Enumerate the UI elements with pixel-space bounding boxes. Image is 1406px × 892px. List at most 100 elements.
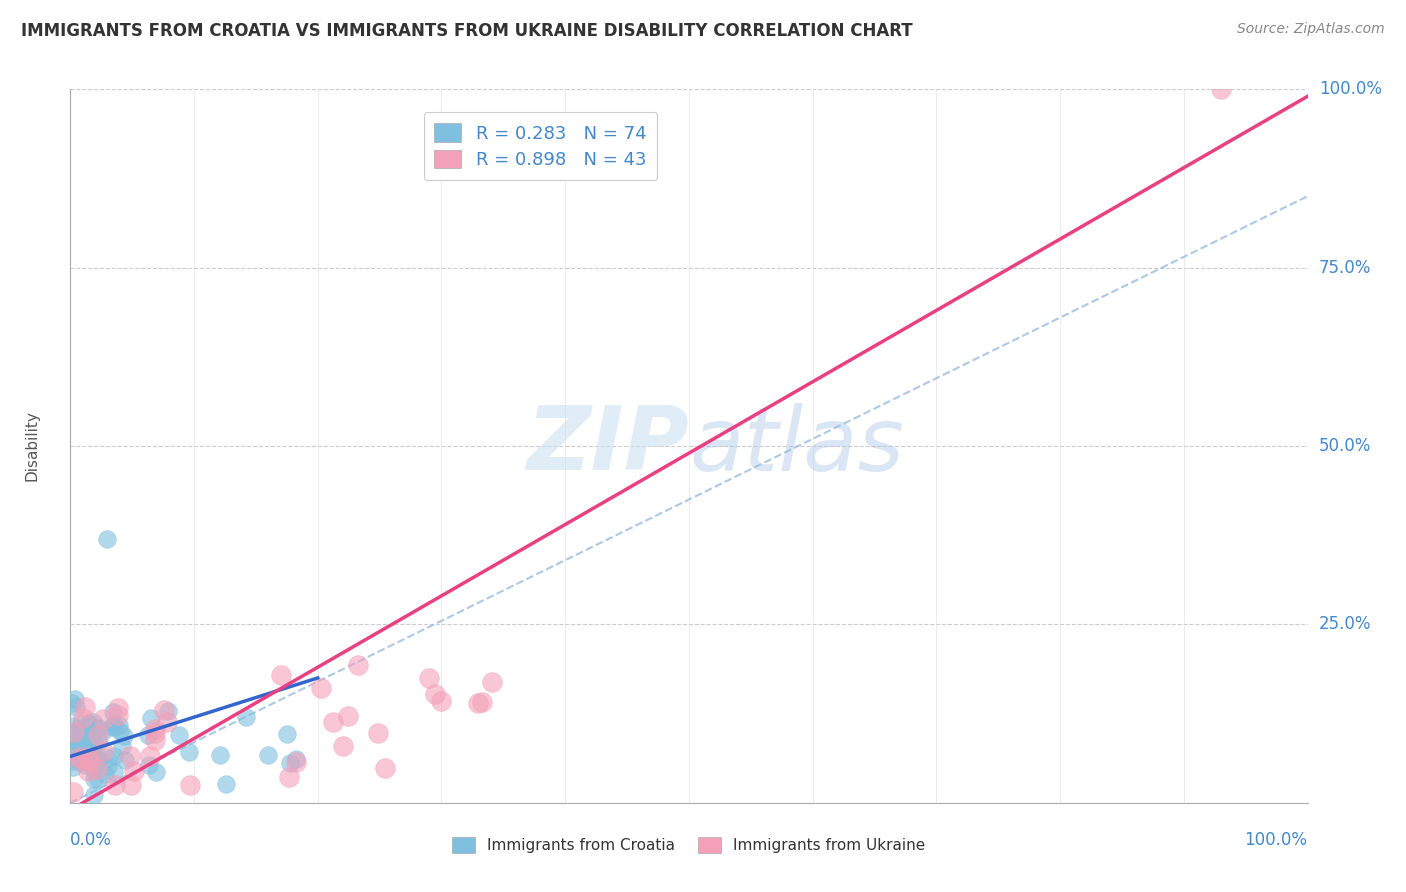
Point <box>309 681 332 696</box>
Point <box>276 727 298 741</box>
Point <box>65 735 87 749</box>
Point <box>284 756 307 770</box>
Point <box>332 739 354 753</box>
Point <box>73 758 96 772</box>
Text: Source: ZipAtlas.com: Source: ZipAtlas.com <box>1237 22 1385 37</box>
Point <box>72 711 94 725</box>
Point <box>65 739 87 754</box>
Point <box>107 708 129 723</box>
Point <box>423 688 446 702</box>
Point <box>75 736 97 750</box>
Point <box>82 715 104 730</box>
Point <box>62 719 84 733</box>
Text: Disability: Disability <box>24 410 39 482</box>
Point <box>84 722 107 736</box>
Point <box>67 749 90 764</box>
Point <box>67 723 90 737</box>
Point <box>270 668 292 682</box>
Point <box>69 755 91 769</box>
Point <box>103 705 125 719</box>
Point <box>104 720 127 734</box>
Point <box>374 761 396 775</box>
Point <box>87 728 110 742</box>
Text: IMMIGRANTS FROM CROATIA VS IMMIGRANTS FROM UKRAINE DISABILITY CORRELATION CHART: IMMIGRANTS FROM CROATIA VS IMMIGRANTS FR… <box>21 22 912 40</box>
Point <box>347 657 370 672</box>
Point <box>107 701 129 715</box>
Point <box>337 709 360 723</box>
Point <box>145 764 167 779</box>
Point <box>75 700 97 714</box>
Point <box>322 714 344 729</box>
Point <box>209 748 232 763</box>
Point <box>84 738 107 752</box>
Point <box>418 672 440 686</box>
Point <box>430 694 453 708</box>
Point <box>471 695 494 709</box>
Point <box>112 729 135 743</box>
Text: atlas: atlas <box>689 403 904 489</box>
Point <box>77 715 100 730</box>
Point <box>91 744 114 758</box>
Point <box>65 699 87 714</box>
Point <box>70 723 93 738</box>
Point <box>77 717 100 731</box>
Point <box>145 733 167 747</box>
Text: 100.0%: 100.0% <box>1244 831 1308 849</box>
Point <box>153 703 176 717</box>
Point <box>367 725 389 739</box>
Point <box>94 767 117 781</box>
Point <box>179 745 201 759</box>
Point <box>101 721 124 735</box>
Text: 75.0%: 75.0% <box>1319 259 1371 277</box>
Point <box>83 738 105 752</box>
Point <box>103 764 125 779</box>
Point <box>87 753 110 767</box>
Point <box>84 721 107 735</box>
Point <box>108 723 131 738</box>
Point <box>63 739 86 754</box>
Point <box>91 724 114 739</box>
Point <box>62 785 84 799</box>
Point <box>62 724 84 739</box>
Point <box>83 788 105 802</box>
Point <box>67 749 90 764</box>
Point <box>79 739 101 754</box>
Point <box>1209 82 1232 96</box>
Point <box>139 711 162 725</box>
Point <box>87 772 110 786</box>
Point <box>84 751 107 765</box>
Point <box>75 741 97 756</box>
Point <box>139 749 162 764</box>
Point <box>86 762 108 776</box>
Point <box>136 728 159 742</box>
Point <box>96 751 118 765</box>
Point <box>103 717 125 731</box>
Point <box>169 728 191 742</box>
Point <box>143 722 166 736</box>
Point <box>69 753 91 767</box>
Point <box>104 778 127 792</box>
Point <box>77 749 100 764</box>
Text: 50.0%: 50.0% <box>1319 437 1371 455</box>
Text: 25.0%: 25.0% <box>1319 615 1371 633</box>
Point <box>82 753 104 767</box>
Point <box>80 738 103 752</box>
Point <box>96 759 118 773</box>
Point <box>179 778 201 792</box>
Point <box>120 778 142 792</box>
Point <box>157 704 180 718</box>
Point <box>118 749 141 764</box>
Point <box>278 770 301 784</box>
Point <box>67 738 90 752</box>
Point <box>89 734 111 748</box>
Point <box>62 760 84 774</box>
Point <box>108 717 131 731</box>
Point <box>122 764 145 779</box>
Point <box>143 726 166 740</box>
Point <box>79 755 101 769</box>
Point <box>481 675 503 690</box>
Point <box>87 721 110 735</box>
Text: 100.0%: 100.0% <box>1319 80 1382 98</box>
Point <box>86 752 108 766</box>
Text: ZIP: ZIP <box>526 402 689 490</box>
